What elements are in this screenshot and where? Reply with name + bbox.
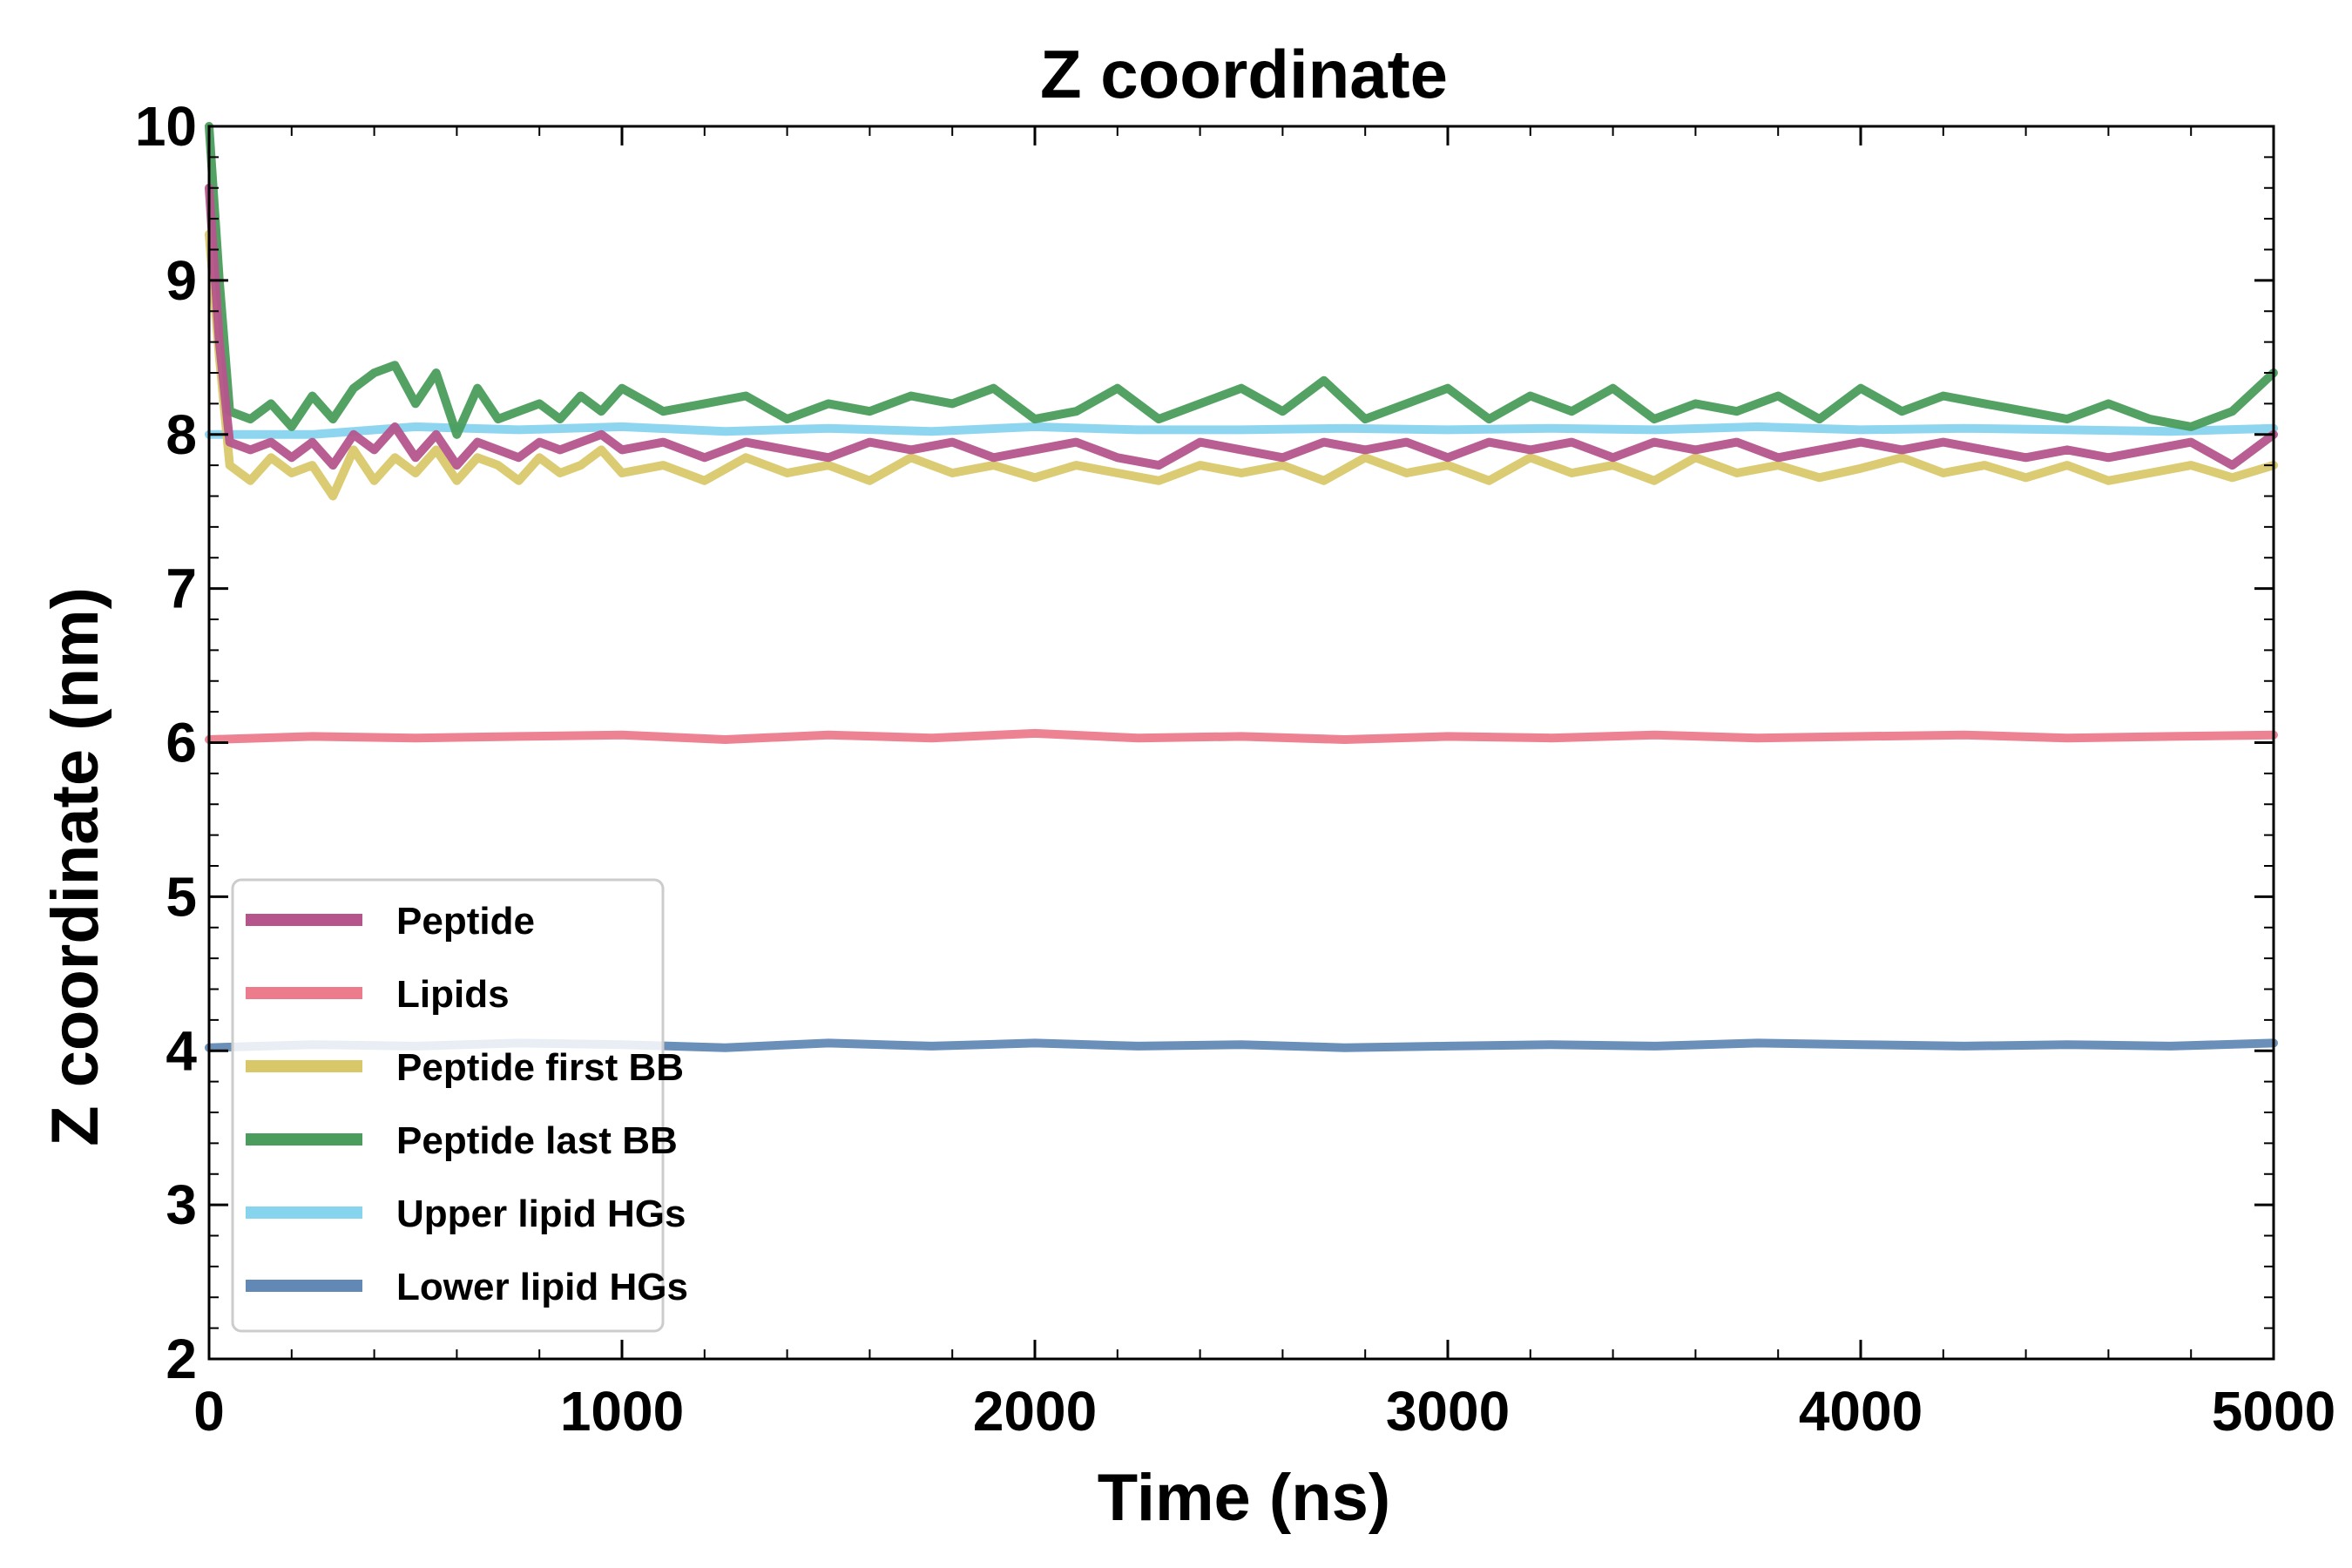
series-line-lipids xyxy=(205,728,2278,744)
legend-label-peptide: Peptide xyxy=(396,900,535,943)
x-axis-label: Time (ns) xyxy=(1098,1461,1390,1535)
tick-layer: 0 1000 2000 3000 4000 5000 2 3 4 5 6 7 8 9 10 xyxy=(135,95,2335,1443)
y-tick-label: 7 xyxy=(166,558,197,620)
x-tick-label: 2000 xyxy=(973,1380,1097,1443)
series-line-peptide xyxy=(205,183,2278,470)
y-tick-label: 4 xyxy=(166,1019,197,1082)
x-tick-label: 5000 xyxy=(2212,1380,2335,1443)
x-tick-label: 4000 xyxy=(1799,1380,1923,1443)
y-tick-label: 8 xyxy=(166,403,197,466)
x-tick-label: 3000 xyxy=(1386,1380,1510,1443)
legend: Peptide Lipids Peptide first BB Peptide las… xyxy=(231,878,688,1333)
y-tick-label: 6 xyxy=(166,712,197,774)
y-tick-label: 9 xyxy=(166,249,197,312)
y-tick-label: 10 xyxy=(135,95,197,158)
y-axis-label: Z coordinate (nm) xyxy=(38,587,112,1146)
legend-label-upper-lipid-hgs: Upper lipid HGs xyxy=(396,1193,686,1235)
series-line-peptide-first-bb xyxy=(205,229,2278,501)
legend-label-peptide-last-bb: Peptide last BB xyxy=(396,1119,678,1162)
series-line-peptide-last-bb xyxy=(205,122,2278,439)
legend-label-lower-lipid-hgs: Lower lipid HGs xyxy=(396,1266,688,1308)
y-tick-label: 3 xyxy=(166,1173,197,1236)
legend-label-lipids: Lipids xyxy=(396,973,510,1016)
x-tick-label: 0 xyxy=(193,1380,225,1443)
legend-items: Peptide Lipids Peptide first BB Peptide las… xyxy=(246,900,688,1308)
y-tick-label: 2 xyxy=(166,1328,197,1390)
chart-title: Z coordinate xyxy=(1040,36,1448,112)
series-line-upper-lipid-hgs xyxy=(205,422,2278,439)
x-tick-label: 1000 xyxy=(560,1380,684,1443)
y-tick-label: 5 xyxy=(166,865,197,928)
legend-box xyxy=(231,878,665,1333)
legend-label-peptide-first-bb: Peptide first BB xyxy=(396,1046,684,1089)
